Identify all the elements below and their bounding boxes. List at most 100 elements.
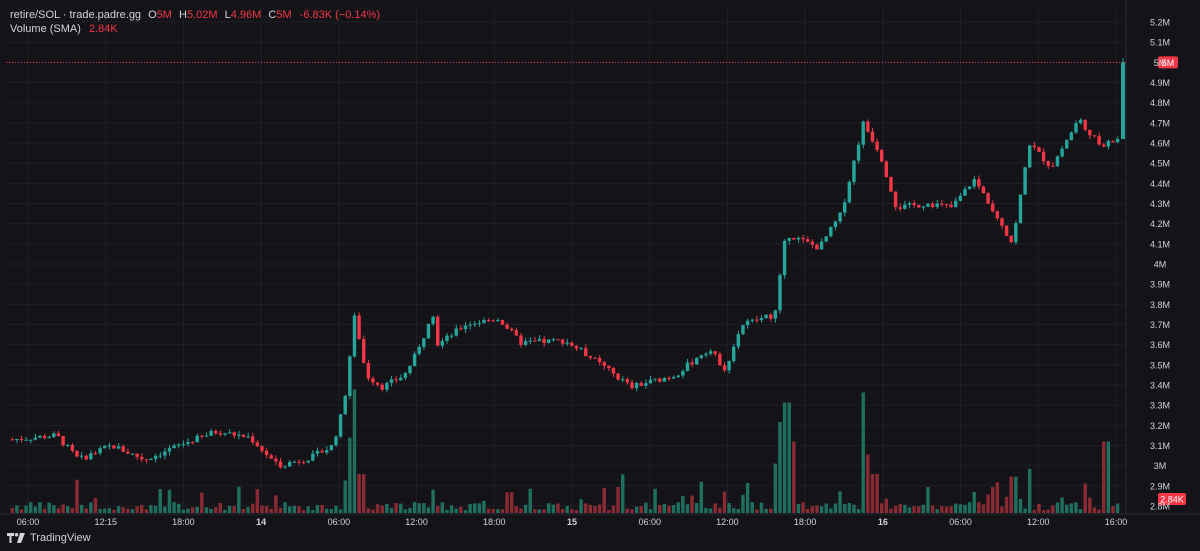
candle-body bbox=[611, 368, 616, 374]
candle-body bbox=[1014, 223, 1018, 243]
volume-bar bbox=[708, 508, 713, 513]
candle-body bbox=[667, 378, 671, 380]
candle-body bbox=[477, 323, 482, 325]
volume-bar bbox=[144, 509, 149, 513]
volume-bar bbox=[662, 503, 667, 513]
candle-body bbox=[856, 144, 861, 161]
candle-body bbox=[824, 236, 828, 242]
volume-bar bbox=[264, 505, 269, 513]
price-axis[interactable]: 5.2M 5.1M 5M 4.9M 4.8M 4.7M 4.6M 4.5M 4.4M 4.3M 4.… bbox=[1150, 18, 1170, 512]
volume-bar bbox=[954, 503, 958, 513]
candle-body bbox=[297, 461, 301, 463]
candle-body bbox=[375, 382, 380, 385]
chart-legend: retire/SOL · trade.padre.gg O5M H5.02M L… bbox=[10, 8, 380, 36]
volume-bar bbox=[519, 508, 523, 513]
volume-bar bbox=[1074, 502, 1078, 513]
time-axis[interactable]: 06:00 12:15 18:00 14 06:00 12:00 18:00 15 06:00 1… bbox=[17, 517, 1128, 527]
volume-bar bbox=[473, 503, 477, 513]
price-tick-label: 4.2M bbox=[1150, 219, 1170, 229]
candle-body bbox=[362, 338, 366, 364]
volume-bar bbox=[61, 504, 65, 513]
volume-bar bbox=[107, 508, 112, 513]
volume-bar bbox=[306, 506, 310, 513]
volume-bar bbox=[898, 503, 902, 513]
candle-body bbox=[1046, 161, 1050, 166]
candle-body bbox=[644, 383, 648, 386]
candle-body bbox=[866, 121, 870, 132]
candle-body bbox=[838, 212, 842, 222]
candle-body bbox=[787, 237, 791, 241]
candle-body bbox=[241, 434, 246, 437]
candle-body bbox=[130, 453, 135, 455]
candle-body bbox=[237, 434, 241, 436]
volume-bar bbox=[153, 505, 158, 513]
volume-bar bbox=[403, 509, 408, 513]
candle-body bbox=[588, 356, 593, 358]
candle-body bbox=[10, 439, 14, 441]
candle-body bbox=[981, 186, 986, 194]
volume-bar bbox=[782, 402, 787, 513]
candle-body bbox=[463, 325, 468, 330]
volume-bar bbox=[204, 507, 209, 513]
time-tick-label: 15 bbox=[567, 517, 577, 527]
candle-body bbox=[750, 319, 754, 321]
candle-body bbox=[246, 436, 250, 438]
symbol-title[interactable]: retire/SOL · trade.padre.gg bbox=[10, 9, 142, 21]
candle-body bbox=[1111, 141, 1115, 143]
volume-bar bbox=[70, 507, 75, 513]
volume-bar bbox=[695, 503, 699, 513]
volume-label[interactable]: Volume (SMA) bbox=[10, 23, 81, 35]
volume-bar bbox=[981, 504, 986, 513]
candle-body bbox=[329, 445, 334, 451]
candle-body bbox=[47, 436, 51, 439]
volume-bar bbox=[1009, 476, 1013, 513]
volume-bar bbox=[713, 503, 717, 513]
candle-body bbox=[533, 340, 537, 342]
volume-bar bbox=[1014, 476, 1018, 513]
candle-body bbox=[1097, 136, 1101, 145]
volume-bar bbox=[658, 505, 662, 513]
candle-body bbox=[223, 433, 227, 435]
candle-body bbox=[500, 319, 505, 325]
candle-body bbox=[107, 445, 112, 447]
candle-body bbox=[320, 450, 324, 453]
candle-body bbox=[473, 323, 477, 325]
high-value: 5.02M bbox=[186, 9, 218, 21]
candle-body bbox=[1078, 119, 1083, 124]
volume-bar bbox=[551, 504, 556, 513]
candle-body bbox=[773, 310, 778, 319]
volume-bar bbox=[1023, 508, 1027, 513]
volume-bar bbox=[274, 495, 278, 513]
candle-body bbox=[186, 442, 190, 444]
volume-bar bbox=[500, 509, 505, 513]
volume-bar bbox=[921, 504, 926, 513]
volume-bar bbox=[38, 502, 42, 513]
candle-body bbox=[371, 378, 375, 383]
candle-body bbox=[852, 160, 856, 182]
volume-bar bbox=[630, 509, 634, 513]
candle-body bbox=[1023, 167, 1027, 195]
candle-body bbox=[29, 439, 33, 441]
volume-bar bbox=[944, 506, 949, 513]
volume-bar bbox=[616, 487, 620, 513]
volume-bar bbox=[648, 509, 653, 513]
volume-bar bbox=[1046, 509, 1050, 513]
volume-bar bbox=[750, 502, 754, 513]
candle-body bbox=[662, 378, 667, 382]
volume-bar bbox=[89, 502, 93, 513]
candle-body bbox=[630, 382, 634, 389]
time-tick-label: 06:00 bbox=[17, 517, 40, 527]
volume-bar bbox=[889, 508, 893, 513]
volume-bar bbox=[1060, 497, 1064, 513]
candle-body bbox=[408, 365, 412, 374]
candle-body bbox=[912, 203, 916, 206]
volume-bar bbox=[84, 508, 88, 513]
candle-body bbox=[1065, 140, 1069, 149]
volume-bar bbox=[209, 508, 213, 513]
tradingview-logo-icon[interactable] bbox=[7, 533, 25, 543]
candle-body bbox=[274, 458, 278, 462]
change-value: -6.83K (−0.14%) bbox=[299, 9, 381, 21]
candle-body bbox=[399, 377, 403, 381]
volume-bar bbox=[417, 503, 421, 513]
